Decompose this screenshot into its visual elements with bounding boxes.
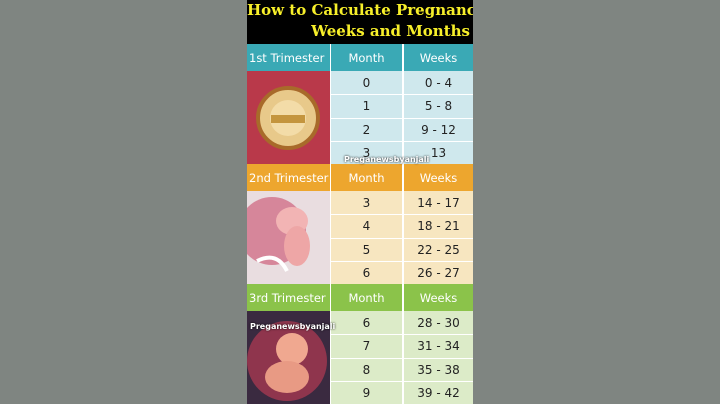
weeks-cell: 0 - 4 xyxy=(402,71,473,95)
column-header: Weeks xyxy=(402,164,473,191)
column-header: Month xyxy=(330,284,402,311)
weeks-cell: 35 - 38 xyxy=(402,357,473,381)
infographic: How to Calculate Pregnancy Weeks and Mon… xyxy=(247,0,473,404)
weeks-cell: 13 xyxy=(402,140,473,164)
weeks-cell: 5 - 8 xyxy=(402,94,473,118)
month-cell: 8 xyxy=(330,357,402,381)
month-cell: 0 xyxy=(330,71,402,95)
section-label: 1st Trimester xyxy=(247,44,330,71)
month-cell: 5 xyxy=(330,237,402,261)
weeks-cell: 22 - 25 xyxy=(402,237,473,261)
month-cell: 6 xyxy=(330,311,402,335)
month-cell: 2 xyxy=(330,117,402,141)
column-header: Weeks xyxy=(402,44,473,71)
weeks-cell: 18 - 21 xyxy=(402,214,473,238)
title-bar: How to Calculate Pregnancy Weeks and Mon… xyxy=(247,0,473,44)
weeks-cell: 31 - 34 xyxy=(402,334,473,358)
watermark: Preganewsbyanjali xyxy=(344,155,430,164)
title-line: Weeks and Months xyxy=(311,22,470,40)
month-cell: 3 xyxy=(330,140,402,164)
weeks-cell: 39 - 42 xyxy=(402,380,473,404)
baby-image xyxy=(247,311,330,404)
weeks-cell: 9 - 12 xyxy=(402,117,473,141)
section-label: 3rd Trimester xyxy=(247,284,330,311)
weeks-cell: 26 - 27 xyxy=(402,260,473,284)
weeks-cell: 14 - 17 xyxy=(402,191,473,215)
month-cell: 1 xyxy=(330,94,402,118)
watermark: Preganewsbyanjali xyxy=(250,322,336,331)
column-header: Month xyxy=(330,164,402,191)
month-cell: 9 xyxy=(330,380,402,404)
month-cell: 7 xyxy=(330,334,402,358)
column-header: Month xyxy=(330,44,402,71)
month-cell: 3 xyxy=(330,191,402,215)
month-cell: 4 xyxy=(330,214,402,238)
column-header: Weeks xyxy=(402,284,473,311)
month-cell: 6 xyxy=(330,260,402,284)
section-label: 2nd Trimester xyxy=(247,164,330,191)
title-line: How to Calculate Pregnancy xyxy=(247,1,473,19)
embryo-image xyxy=(247,71,330,164)
weeks-cell: 28 - 30 xyxy=(402,311,473,335)
fetus-image xyxy=(247,191,330,284)
